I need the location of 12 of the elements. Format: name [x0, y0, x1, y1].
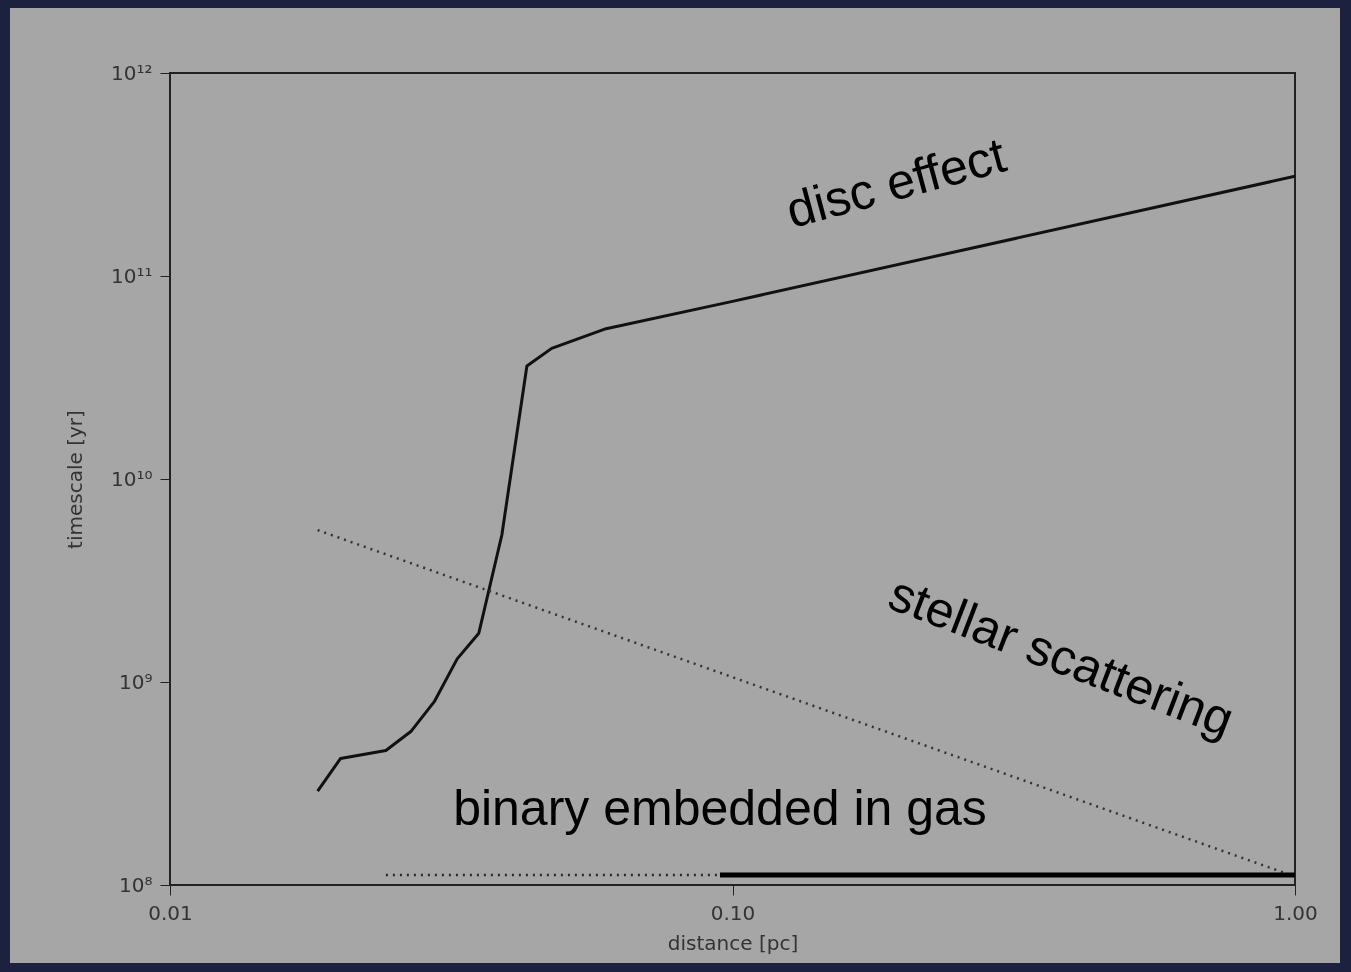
y-tick-label: 10¹⁰	[111, 466, 153, 491]
x-axis-title: distance [pc]	[667, 930, 799, 955]
series-label: binary embedded in gas	[453, 780, 987, 837]
x-tick-label: 0.10	[710, 900, 756, 925]
y-axis-title: timescale [yr]	[63, 410, 88, 549]
y-tick-label: 10¹¹	[111, 263, 153, 288]
y-tick-label: 10⁸	[119, 872, 153, 897]
x-tick-label: 0.01	[148, 900, 193, 925]
x-tick-label: 1.00	[1273, 900, 1318, 925]
y-tick-label: 10¹²	[111, 60, 153, 85]
text: disc effect	[780, 126, 1012, 239]
y-tick-label: 10⁹	[119, 669, 153, 694]
